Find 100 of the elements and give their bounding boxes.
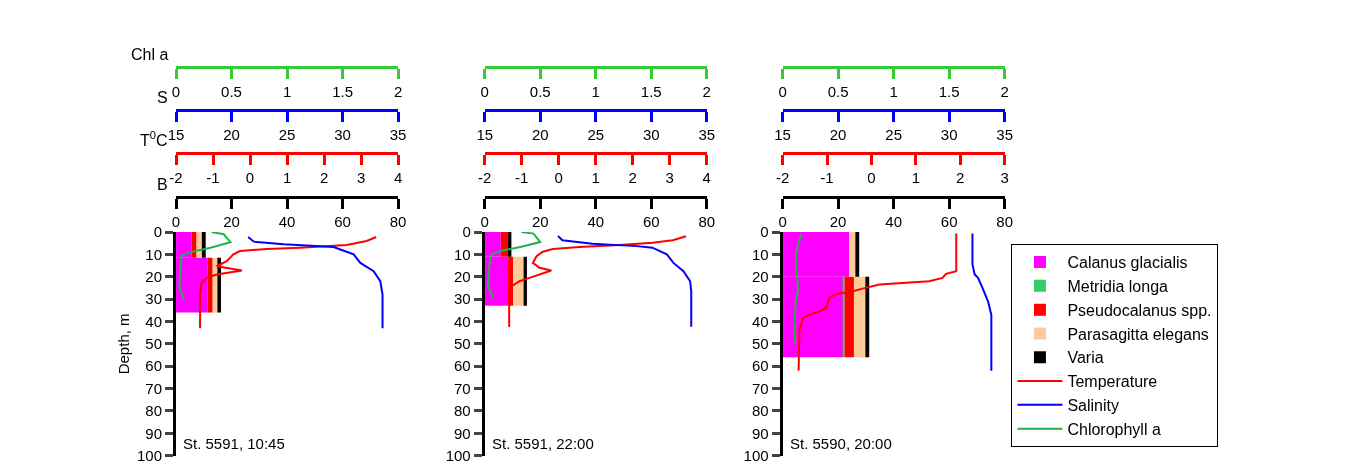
legend-label: Temperature [1067,373,1158,391]
x2-tick-label: 1 [889,82,898,100]
x2-tick-label: 1 [282,168,292,186]
legend-label: Metridia longa [1067,278,1169,296]
y-tick-label: 80 [145,402,163,420]
x-tick-label: 15 [774,126,791,144]
y-tick-label: 90 [145,424,163,442]
x-tick-label: 30 [334,126,351,144]
x2-tick-label: -1 [515,168,529,186]
x2-tick-label: 0 [480,82,489,100]
x2-tick-label: 3 [1000,168,1009,186]
x-tick-label: 60 [642,213,660,231]
x2-tick-label: -1 [206,168,220,186]
x-tick-label: 40 [587,213,605,231]
legend-label: Calanus glacialis [1067,254,1188,272]
x2-tick-label: -1 [820,168,834,186]
x-tick-label: 80 [996,213,1014,231]
x2-tick-label: 2 [956,168,965,186]
y-tick-label: 60 [751,357,769,375]
x-tick-label: 80 [698,213,716,231]
y-tick-label: 40 [145,312,163,330]
legend-label: Parasagitta elegans [1067,325,1209,343]
y-tick-label: 10 [145,245,163,263]
y-tick-label: 20 [751,268,769,286]
y-tick-label: 80 [454,402,471,420]
x2-tick-label: 0 [554,168,563,186]
y-tick-label: 50 [145,335,163,353]
x2-tick-label: 1 [591,82,600,100]
y-tick-label: 70 [145,379,163,397]
x-tick-label: 35 [389,126,407,144]
y-tick-label: 50 [454,335,471,353]
x-tick-label: 35 [698,126,716,144]
x2-tick-label: 4 [702,168,711,186]
x-tick-label: 20 [829,126,847,144]
y-tick-label: 40 [751,312,769,330]
y-tick-label: 20 [454,268,471,286]
y-tick-label: 100 [136,446,163,464]
x-tick-label: 0 [778,213,787,231]
x2-tick-label: 1 [911,168,921,186]
x2-tick-label: 0 [778,82,787,100]
x2-tick-label: -2 [775,168,790,186]
x2-tick-label: 0.5 [529,82,551,100]
x2-tick-label: 0 [245,168,255,186]
x-tick-label: 40 [278,213,296,231]
y-tick-label: 10 [751,245,769,263]
x-tick-label: 0 [480,213,489,231]
legend-label: Pseudocalanus spp. [1067,301,1212,319]
x2-tick-label: 1 [591,168,600,186]
y-tick-label: 70 [751,379,769,397]
bar [844,276,854,358]
x-tick-label: 15 [476,126,494,144]
x-tick-label: 30 [940,126,958,144]
x-tick-label: 60 [334,213,351,231]
x2-tick-label: 2 [1000,82,1009,100]
x2-tick-label: 2 [702,82,711,100]
legend-label: Salinity [1067,397,1120,415]
y-tick-label: 30 [454,290,471,308]
y-tick-label: 50 [751,335,769,353]
x-tick-label: 25 [278,126,296,144]
x2-tick-label: 2 [628,168,637,186]
annotation: St. 5591, 22:00 [492,435,594,452]
x-tick-label: 20 [223,126,240,144]
x-tick-label: 20 [531,213,549,231]
y-tick-label: 30 [145,290,163,308]
bar [513,256,524,306]
x-tick-label: 20 [223,213,240,231]
annotation: St. 5591, 10:45 [183,435,285,452]
x2-tick-label: 2 [393,82,403,100]
x2-axis-title: T$^{0}$C [140,129,168,149]
x-axis-title: B [157,176,168,193]
x-tick-label: 20 [829,213,847,231]
bar [842,276,845,358]
x-axis-title: S [157,89,168,106]
y-tick-label: 90 [454,424,471,442]
y-tick-label: 100 [445,446,471,464]
x2-tick-label: 0.5 [827,82,849,100]
x-tick-label: 80 [389,213,407,231]
x2-tick-label: 0 [867,168,876,186]
x2-tick-label: 0 [171,82,181,100]
x-tick-label: 30 [642,126,660,144]
y-tick-label: 40 [454,312,471,330]
x2-tick-label: 4 [393,168,403,186]
legend-label: Varia [1067,349,1104,367]
x2-tick-label: 2 [319,168,329,186]
x2-tick-label: 1.5 [640,82,662,100]
x2-tick-label: -2 [169,168,183,186]
y-tick-label: 20 [145,268,163,286]
x2-tick-label: -2 [478,168,492,186]
y-tick-label: 100 [743,446,769,464]
y-axis-title: Depth, m [115,313,133,375]
y-tick-label: 60 [454,357,471,375]
x-tick-label: 35 [996,126,1014,144]
y-tick-label: 10 [454,245,471,263]
x2-axis-title: Chl a [131,46,169,63]
y-tick-label: 30 [751,290,769,308]
y-tick-label: 80 [751,402,769,420]
x-tick-label: 0 [171,213,181,231]
x2-tick-label: 1 [282,82,292,100]
annotation: St. 5590, 20:00 [790,435,892,452]
x-tick-label: 60 [940,213,958,231]
